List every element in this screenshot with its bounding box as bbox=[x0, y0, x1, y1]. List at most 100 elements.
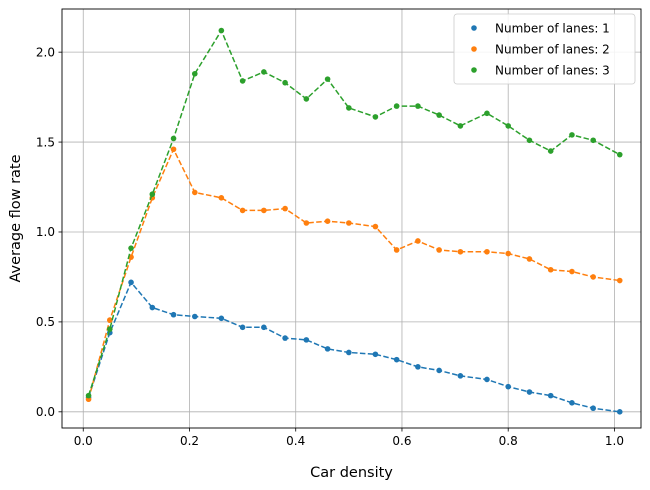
data-point bbox=[415, 364, 421, 370]
legend-label: Number of lanes: 3 bbox=[495, 63, 610, 77]
data-point bbox=[457, 248, 464, 255]
data-point bbox=[303, 220, 310, 226]
series-line bbox=[87, 280, 620, 413]
data-point bbox=[569, 400, 575, 406]
data-point bbox=[218, 27, 225, 34]
y-tick-label: 0.5 bbox=[36, 315, 55, 329]
data-point bbox=[616, 409, 623, 415]
legend-item: Number of lanes: 2 bbox=[471, 42, 610, 56]
data-point bbox=[484, 248, 490, 255]
data-point bbox=[436, 112, 442, 118]
data-point bbox=[303, 96, 310, 102]
data-point bbox=[526, 256, 533, 262]
series-line bbox=[87, 28, 621, 396]
data-point bbox=[505, 123, 512, 129]
data-point bbox=[616, 151, 623, 158]
data-point bbox=[436, 367, 442, 374]
y-tick-label: 1.0 bbox=[36, 225, 55, 239]
x-tick-label: 0.4 bbox=[286, 434, 305, 448]
legend-marker bbox=[471, 25, 477, 31]
data-point bbox=[372, 114, 379, 120]
data-point bbox=[107, 326, 113, 332]
data-point bbox=[505, 383, 512, 390]
data-point bbox=[191, 313, 198, 320]
data-point bbox=[393, 103, 400, 109]
data-point bbox=[149, 304, 156, 311]
data-point bbox=[107, 317, 113, 323]
data-point bbox=[372, 351, 379, 358]
x-tick-label: 0.8 bbox=[499, 434, 518, 448]
data-point bbox=[484, 110, 490, 117]
data-point bbox=[569, 132, 575, 138]
series-lanes-1 bbox=[85, 279, 623, 415]
ticks: 0.0 0.2 0.4 0.6 0.8 1.0 0.0 0.5 1.0 1.5 2.0 bbox=[36, 45, 624, 448]
y-axis-label: Average flow rate bbox=[8, 154, 24, 282]
data-point bbox=[415, 103, 421, 109]
data-point bbox=[303, 337, 310, 343]
series-line bbox=[87, 147, 620, 400]
data-point bbox=[346, 349, 352, 356]
legend-item: Number of lanes: 1 bbox=[471, 21, 610, 35]
data-point bbox=[616, 277, 623, 284]
data-point bbox=[526, 389, 533, 395]
plot-frame bbox=[61, 8, 642, 429]
legend-box bbox=[453, 13, 636, 85]
series-lanes-2 bbox=[85, 146, 623, 403]
x-tick-label: 0.0 bbox=[74, 434, 93, 448]
data-point bbox=[393, 247, 400, 253]
data-point bbox=[590, 405, 596, 412]
data-point bbox=[149, 191, 156, 198]
y-tick-label: 2.0 bbox=[36, 45, 55, 59]
data-point bbox=[324, 76, 331, 82]
data-point bbox=[590, 274, 596, 280]
data-point bbox=[372, 223, 379, 230]
legend-marker bbox=[471, 67, 477, 73]
x-tick-label: 0.6 bbox=[392, 434, 411, 448]
data-point bbox=[128, 279, 134, 286]
x-tick-label: 0.2 bbox=[180, 434, 199, 448]
data-point bbox=[261, 69, 267, 75]
legend: Number of lanes: 1 Number of lanes: 2 Numb… bbox=[453, 13, 636, 85]
data-point bbox=[170, 135, 177, 142]
data-point bbox=[282, 79, 288, 86]
data-point bbox=[191, 70, 198, 77]
data-point bbox=[484, 376, 490, 383]
data-point bbox=[239, 207, 246, 214]
data-point bbox=[282, 205, 288, 212]
data-point bbox=[393, 356, 400, 363]
data-point bbox=[590, 137, 596, 144]
legend-label: Number of lanes: 2 bbox=[495, 42, 610, 56]
data-point bbox=[261, 324, 267, 331]
data-point bbox=[239, 324, 246, 331]
data-point bbox=[218, 315, 225, 322]
data-point bbox=[261, 207, 267, 214]
data-point bbox=[505, 250, 512, 257]
data-point bbox=[547, 266, 554, 273]
legend-label: Number of lanes: 1 bbox=[495, 21, 610, 35]
data-point bbox=[170, 311, 177, 318]
legend-item: Number of lanes: 3 bbox=[471, 63, 610, 77]
data-point bbox=[415, 238, 421, 244]
data-point bbox=[239, 78, 246, 84]
y-tick-label: 0.0 bbox=[36, 405, 55, 419]
data-point bbox=[346, 105, 352, 111]
data-point bbox=[547, 392, 554, 399]
x-axis-label: Car density bbox=[310, 465, 393, 481]
data-point bbox=[218, 195, 225, 201]
data-point bbox=[128, 245, 134, 251]
data-point bbox=[346, 220, 352, 226]
data-point bbox=[526, 137, 533, 144]
data-point bbox=[457, 373, 464, 379]
data-point bbox=[457, 123, 464, 129]
data-point bbox=[324, 218, 331, 224]
data-point bbox=[282, 335, 288, 341]
data-point bbox=[191, 189, 198, 196]
series-lanes-3 bbox=[85, 27, 623, 399]
y-tick-label: 1.5 bbox=[36, 135, 55, 149]
x-tick-label: 1.0 bbox=[605, 434, 624, 448]
data-point bbox=[436, 247, 442, 253]
series-layer bbox=[85, 27, 623, 415]
data-point bbox=[569, 268, 575, 275]
data-point bbox=[170, 146, 177, 153]
